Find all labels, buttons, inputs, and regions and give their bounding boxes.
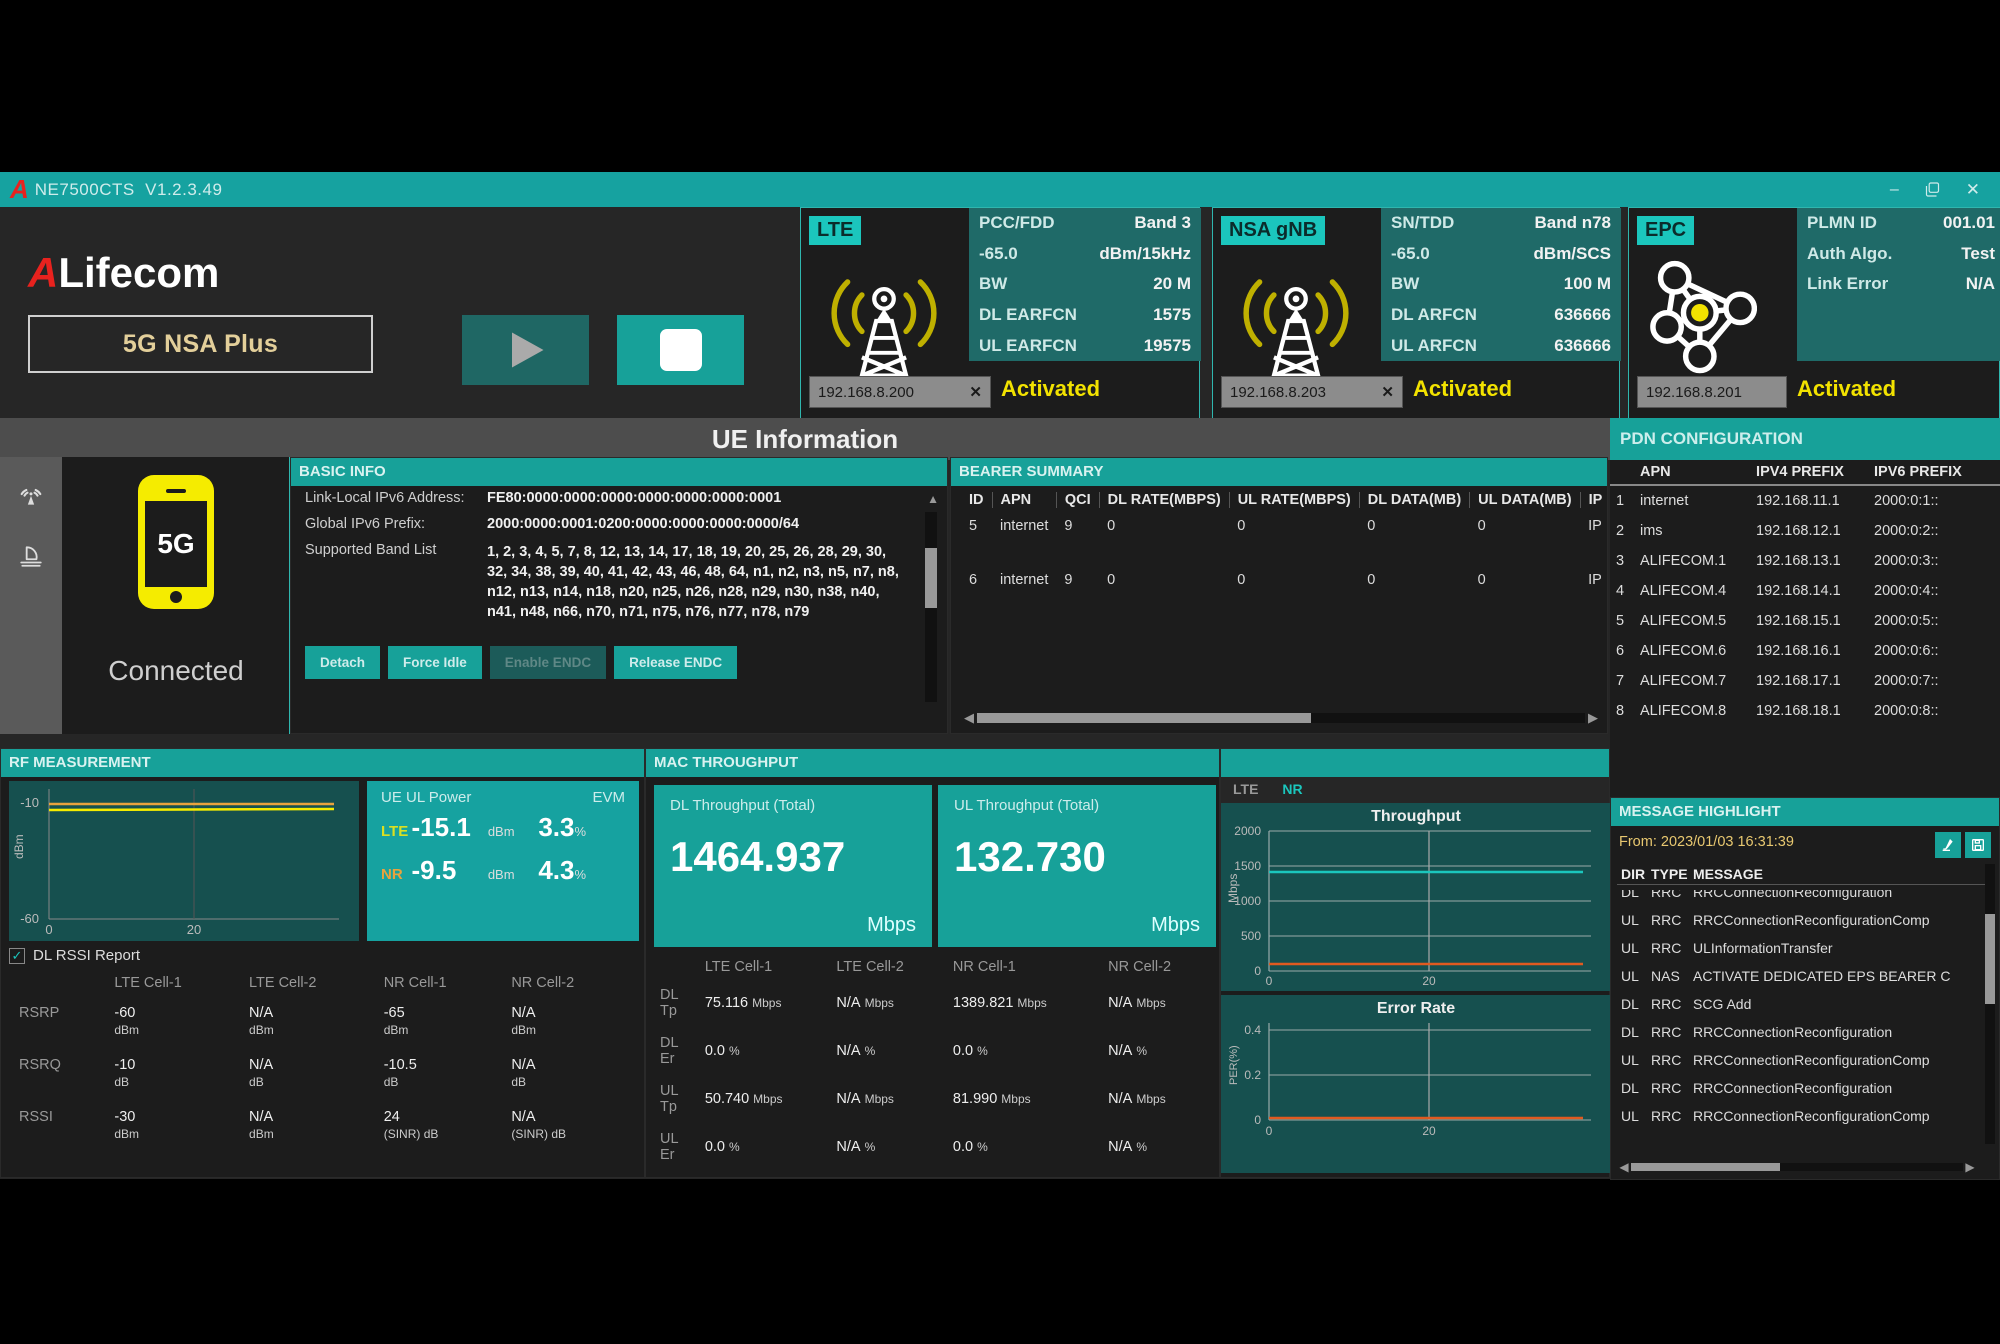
svg-text:Throughput: Throughput — [1371, 808, 1461, 825]
svg-text:0: 0 — [45, 922, 52, 937]
svg-text:500: 500 — [1241, 929, 1261, 943]
svg-text:0: 0 — [1254, 964, 1261, 978]
svg-text:-60: -60 — [20, 911, 39, 926]
svg-text:20: 20 — [1422, 1124, 1436, 1138]
svg-text:1500: 1500 — [1234, 859, 1261, 873]
svg-text:Error Rate: Error Rate — [1377, 1000, 1455, 1017]
svg-text:0.2: 0.2 — [1244, 1068, 1261, 1082]
svg-text:0.4: 0.4 — [1244, 1023, 1261, 1037]
svg-text:dBm: dBm — [12, 834, 26, 859]
svg-text:-10: -10 — [20, 795, 39, 810]
svg-text:20: 20 — [1422, 974, 1436, 988]
svg-text:Mbps: Mbps — [1226, 874, 1240, 903]
svg-text:0: 0 — [1266, 1124, 1273, 1138]
svg-text:20: 20 — [187, 922, 201, 937]
svg-text:PER(%): PER(%) — [1228, 1045, 1240, 1085]
svg-text:0: 0 — [1266, 974, 1273, 988]
svg-text:2000: 2000 — [1234, 824, 1261, 838]
svg-text:0: 0 — [1254, 1113, 1261, 1127]
